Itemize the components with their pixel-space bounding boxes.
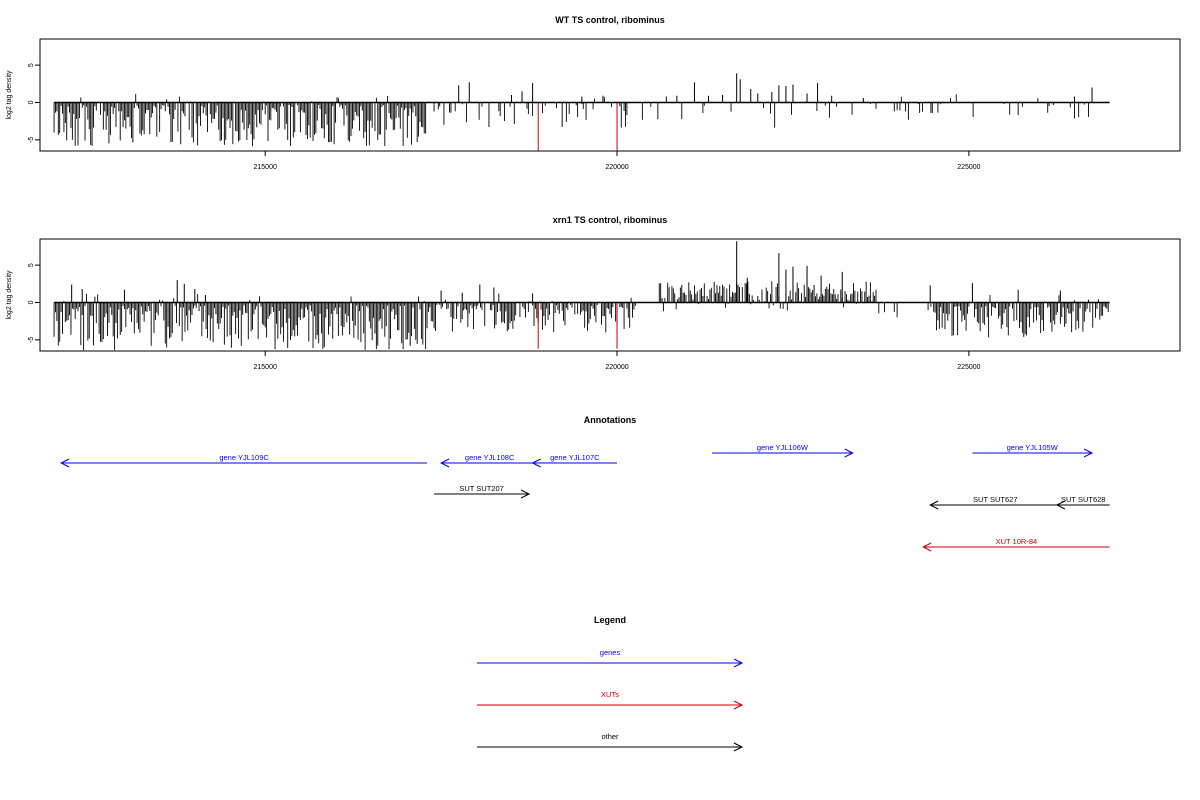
y-axis-label: log2 tag density: [6, 70, 13, 120]
x-tick-label: 215000: [254, 164, 277, 171]
annotation-arrow-head: [844, 448, 854, 458]
annotation-label: SUT SUT207: [459, 484, 503, 493]
legend-arrow-head: [733, 658, 744, 668]
x-tick-label: 215000: [254, 364, 277, 371]
y-tick-label: -5: [28, 137, 35, 143]
legend-label: other: [601, 732, 619, 741]
plot-frame: [39, 238, 1181, 352]
axes-group: -5 0 5 215000 220000 225000: [28, 263, 981, 371]
y-axis-label: log2 tag density: [6, 270, 13, 320]
x-tick-label: 220000: [605, 364, 628, 371]
annotation-label: SUT SUT627: [973, 495, 1017, 504]
x-tick-label: 225000: [957, 164, 980, 171]
y-tick-label: -5: [28, 337, 35, 343]
legend-label: genes: [600, 648, 621, 657]
y-tick-label: 5: [28, 263, 35, 267]
bars-group: [53, 241, 1110, 351]
legend-arrow-head: [733, 742, 744, 752]
annotation-label: gene YJL105W: [1007, 443, 1059, 452]
y-tick-label: 0: [28, 300, 35, 304]
annotation-arrows: gene YJL109C gene YJL108C gene YJL107C gene…: [59, 443, 1110, 552]
x-tick-label: 225000: [957, 364, 980, 371]
y-tick-label: 0: [28, 100, 35, 104]
annotation-arrow-head: [922, 542, 932, 552]
annotation-label: XUT 10R-84: [996, 537, 1038, 546]
annotation-arrow-head: [531, 458, 541, 468]
annotation-arrow-head: [59, 458, 70, 468]
y-tick-label: 5: [28, 63, 35, 67]
annotation-arrow-head: [439, 458, 450, 468]
annotations-panel: Annotations gene YJL109C gene YJL108C gene…: [59, 415, 1110, 552]
panel-title: xrn1 TS control, ribominus: [553, 215, 668, 225]
panel-title: WT TS control, ribominus: [555, 15, 665, 25]
annotation-arrow-head: [1083, 448, 1094, 458]
annotation-label: gene YJL106W: [757, 443, 809, 452]
annotation-arrow-head: [520, 489, 531, 499]
annotations-title: Annotations: [584, 415, 637, 425]
annotation-label: SUT SUT628: [1061, 495, 1105, 504]
annotation-label: gene YJL107C: [550, 453, 600, 462]
plot-frame: [39, 38, 1181, 152]
annotation-label: gene YJL108C: [465, 453, 515, 462]
legend-arrow-head: [733, 700, 744, 710]
axes-group: -5 0 5 215000 220000 225000: [28, 63, 981, 171]
legend-panel: Legend genes XUTs other: [477, 615, 744, 752]
annotation-label: gene YJL109C: [219, 453, 269, 462]
x-tick-label: 220000: [605, 164, 628, 171]
legend-label: XUTs: [601, 690, 619, 699]
panel-wt: WT TS control, ribominus log2 tag densit…: [6, 15, 1181, 171]
bars-group: [53, 73, 1110, 151]
annotation-arrow-head: [1055, 500, 1066, 510]
annotation-arrow-head: [929, 500, 939, 510]
legend-arrows: genes XUTs other: [477, 648, 744, 752]
legend-title: Legend: [594, 615, 626, 625]
panel-xrn1: xrn1 TS control, ribominus log2 tag dens…: [6, 215, 1181, 371]
